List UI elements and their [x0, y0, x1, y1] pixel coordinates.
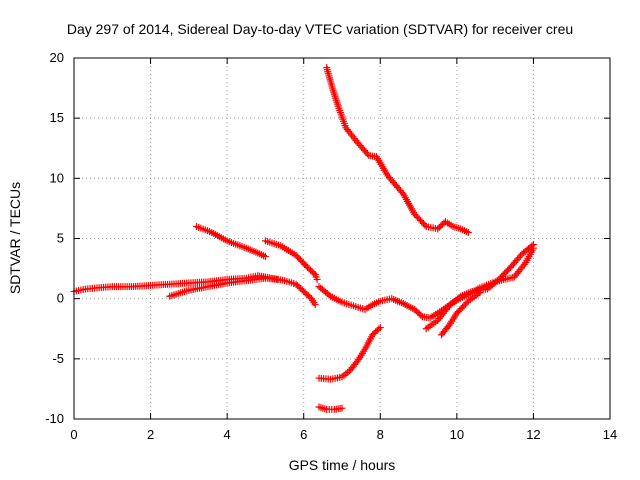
series-arc-6: [315, 244, 537, 322]
data-point: [338, 404, 346, 412]
y-tick-label: -5: [52, 351, 64, 366]
data-point: [325, 291, 333, 299]
series-arc-3: [193, 222, 269, 261]
data-point: [517, 252, 525, 260]
data-point: [444, 323, 452, 331]
series-arc-4: [261, 237, 321, 283]
chart-title: Day 297 of 2014, Sidereal Day-to-day VTE…: [67, 21, 573, 37]
series-arc-2: [166, 274, 281, 300]
data-point: [313, 275, 321, 283]
y-tick-label: -10: [45, 411, 64, 426]
x-tick-label: 0: [70, 427, 77, 442]
data-point: [311, 301, 319, 309]
data-point: [421, 221, 429, 229]
data-point: [398, 188, 406, 196]
data-point: [376, 324, 384, 332]
series-arc-9: [315, 324, 384, 383]
x-tick-label: 8: [377, 427, 384, 442]
data-point: [528, 242, 536, 250]
data-point: [455, 294, 463, 302]
data-point: [529, 241, 537, 249]
y-tick-label: 20: [50, 50, 64, 65]
y-tick-label: 10: [50, 170, 64, 185]
series-arc-5: [323, 64, 472, 236]
data-point: [310, 269, 318, 277]
x-tick-label: 10: [450, 427, 464, 442]
data-point: [375, 325, 383, 333]
series-arc-10: [315, 403, 346, 413]
grid-lines: [74, 58, 610, 419]
y-tick-label: 5: [57, 231, 64, 246]
data-point: [464, 228, 472, 236]
x-tick-label: 14: [603, 427, 617, 442]
series-arc-7: [422, 241, 537, 333]
x-axis-label: GPS time / hours: [289, 457, 396, 473]
data-point: [302, 262, 310, 270]
series-arc-1: [70, 272, 319, 309]
x-tick-label: 12: [526, 427, 540, 442]
x-tick-label: 2: [147, 427, 154, 442]
data-point: [261, 253, 269, 261]
y-axis-label: SDTVAR / TECUs: [7, 182, 23, 294]
x-tick-label: 4: [224, 427, 231, 442]
data-point: [273, 275, 281, 283]
y-tick-label: 15: [50, 110, 64, 125]
data-series: [70, 64, 537, 413]
y-tick-label: 0: [57, 291, 64, 306]
axis-ticks: 0 2 4 6 8 10 12 14 -10 -5 0 5 10 15 20: [45, 50, 617, 442]
data-point: [476, 289, 484, 297]
series-arc-8: [438, 289, 484, 339]
x-tick-label: 6: [300, 427, 307, 442]
data-point: [352, 359, 360, 367]
